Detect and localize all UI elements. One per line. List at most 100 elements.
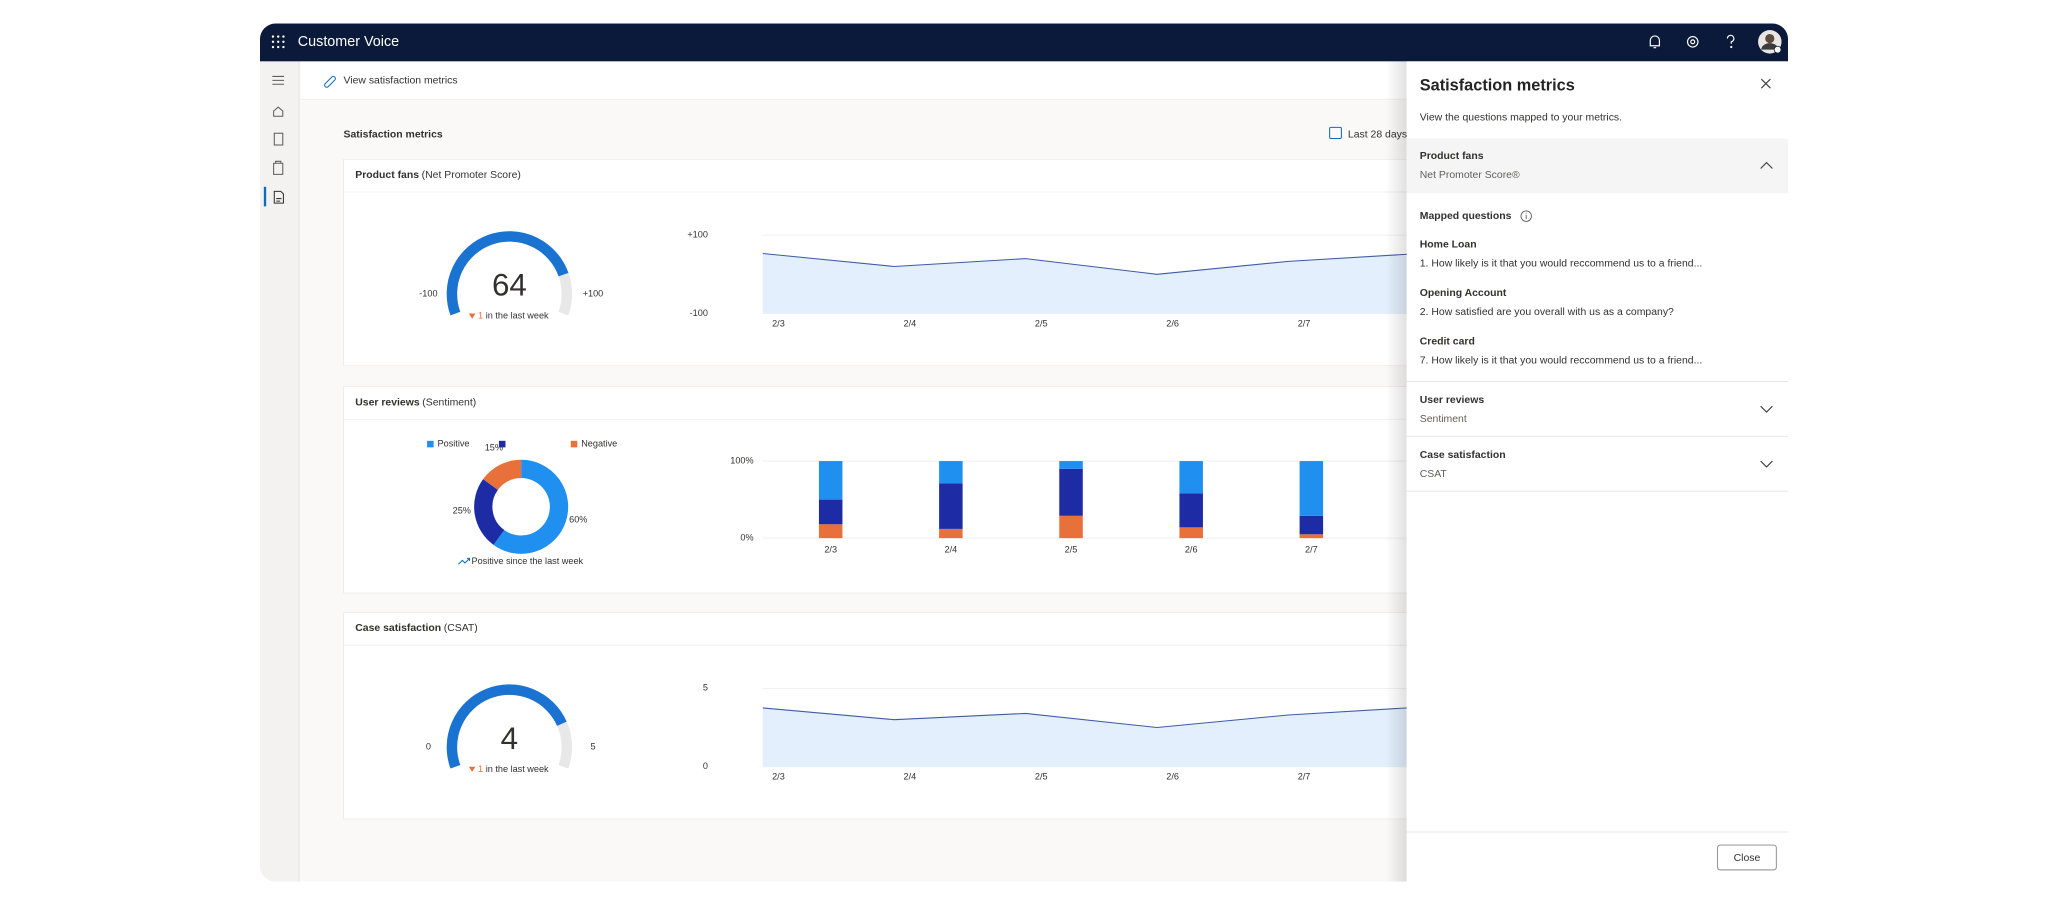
gauge-max: +100: [583, 288, 604, 298]
calendar-icon: [1329, 126, 1342, 139]
date-filter[interactable]: Last 28 days: [1329, 126, 1407, 140]
card-title-main: Product fans: [355, 170, 419, 181]
projects-nav[interactable]: [273, 160, 284, 175]
info-icon[interactable]: [1520, 210, 1532, 222]
close-button-text[interactable]: Close: [1734, 853, 1761, 864]
x-tick-label: 2/6: [1166, 318, 1179, 328]
bar-segment: [939, 483, 963, 529]
bar-segment: [1299, 515, 1324, 535]
home-nav[interactable]: [273, 106, 284, 117]
help-button[interactable]: [1726, 34, 1735, 49]
x-tick-label: 2/6: [1185, 544, 1198, 554]
chevron-down[interactable]: [1760, 460, 1773, 468]
bar-segment: [939, 461, 963, 484]
panel-description: View the questions mapped to your metric…: [1420, 112, 1622, 123]
accordion-subtitle: CSAT: [1420, 469, 1448, 480]
bar-segment: [1179, 461, 1203, 494]
change-value: 1: [478, 764, 483, 774]
legend-label: Negative: [581, 439, 617, 449]
nav-selected-indicator: [263, 186, 267, 207]
question-text: 1. How likely is it that you would recco…: [1420, 259, 1703, 270]
donut-label: 60%: [569, 515, 587, 525]
x-tick-label: 2/7: [1298, 772, 1311, 782]
accordion-header[interactable]: [1406, 138, 1789, 194]
window: Customer Voice View s: [259, 23, 1789, 882]
accordion-subtitle: Net Promoter Score®: [1420, 170, 1520, 181]
card-title-sub: (Net Promoter Score): [422, 170, 521, 181]
card-title: Product fans (Net Promoter Score): [355, 170, 521, 181]
card-title-sub: (CSAT): [444, 623, 478, 634]
bar-segment: [1299, 461, 1324, 516]
waffle-button[interactable]: [271, 35, 285, 49]
avatar-button[interactable]: [1758, 30, 1782, 54]
view-metrics-command[interactable]: View satisfaction metrics: [324, 76, 458, 88]
notifications-button[interactable]: [1649, 35, 1661, 49]
gauge-fill: [446, 684, 567, 769]
settings-button[interactable]: [1686, 35, 1699, 48]
x-tick-label: 2/5: [1035, 318, 1048, 328]
gauge-fill: [446, 231, 569, 316]
question-title: Opening Account: [1420, 288, 1507, 299]
area-fill: [762, 707, 1420, 767]
gauge-value: 4: [501, 721, 518, 756]
menu-button[interactable]: [272, 75, 285, 85]
gauge-max: 5: [590, 742, 595, 752]
card-title-sub: (Sentiment): [422, 397, 476, 408]
y-tick-label: 100%: [730, 455, 753, 465]
trend-icon: [458, 557, 471, 565]
bar-segment: [818, 499, 843, 525]
gauge-change: 1 in the last week: [478, 764, 549, 774]
command-text[interactable]: View satisfaction metrics: [344, 76, 458, 87]
bar-segment: [818, 524, 843, 539]
gauge-value: 64: [492, 268, 527, 303]
y-tick-label: -100: [690, 308, 708, 318]
close-button-frame[interactable]: [1717, 844, 1777, 871]
panel-title: Satisfaction metrics: [1420, 77, 1575, 95]
surveys-nav[interactable]: [273, 132, 284, 146]
legend-label: Positive: [438, 439, 470, 449]
bar-segment: [1059, 468, 1083, 516]
bar-segment: [818, 461, 843, 500]
change-text: in the last week: [486, 764, 549, 774]
panel-shadow: [1385, 61, 1407, 882]
donut-slice: [474, 479, 505, 545]
bar-segment: [1179, 527, 1203, 539]
bar-segment: [1299, 534, 1324, 539]
reports-nav[interactable]: [273, 190, 284, 204]
gauge-min: -100: [419, 288, 437, 298]
question-title: Home Loan: [1420, 240, 1477, 251]
x-tick-label: 2/6: [1166, 772, 1179, 782]
x-tick-label: 2/4: [904, 772, 917, 782]
date-filter-text[interactable]: Last 28 days: [1348, 129, 1407, 140]
x-tick-label: 2/3: [772, 318, 785, 328]
donut-label: 15%: [485, 442, 503, 452]
y-tick-label: 5: [703, 683, 708, 693]
accordion-title: User reviews: [1420, 395, 1485, 406]
donut-label: 25%: [453, 505, 471, 515]
panel-close-icon[interactable]: [1760, 78, 1771, 89]
line: [762, 253, 1420, 275]
accordion-title: Case satisfaction: [1420, 450, 1506, 461]
chevron-down[interactable]: [1760, 405, 1773, 413]
app-title: Customer Voice: [298, 34, 399, 50]
donut-slice: [493, 459, 569, 554]
bar-segment: [939, 528, 963, 539]
accordion-header[interactable]: [1406, 437, 1789, 492]
legend-swatch: [427, 440, 434, 448]
down-arrow: [468, 766, 476, 772]
close-button[interactable]: Close: [1717, 844, 1777, 871]
mapped-questions-label: Mapped questions: [1420, 211, 1512, 222]
change-text: in the last week: [486, 311, 549, 321]
accordion-header[interactable]: [1406, 382, 1789, 437]
y-tick-label: 0: [703, 761, 708, 771]
top-bar: [259, 23, 1789, 62]
x-tick-label: 2/5: [1035, 772, 1048, 782]
x-tick-label: 2/4: [945, 544, 958, 554]
section-title: Satisfaction metrics: [344, 129, 443, 140]
down-arrow: [468, 313, 476, 319]
bar-segment: [1059, 461, 1083, 469]
chevron-up[interactable]: [1760, 161, 1773, 169]
